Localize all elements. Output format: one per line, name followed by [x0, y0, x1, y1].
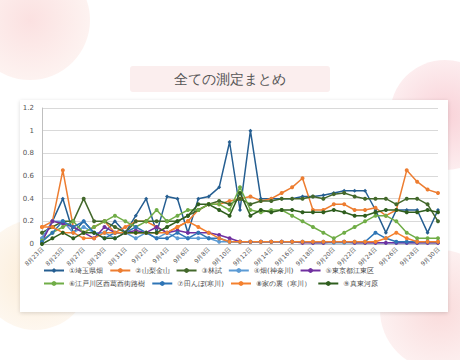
svg-text:⑨真東河原: ⑨真東河原	[343, 280, 377, 288]
svg-text:9月30日: 9月30日	[419, 246, 441, 268]
svg-text:⑦田んぼ(寒川): ⑦田んぼ(寒川)	[177, 280, 224, 288]
svg-text:⑤東京都江東区: ⑤東京都江東区	[326, 267, 374, 275]
svg-text:③林試: ③林試	[202, 267, 222, 275]
svg-text:8月31日: 8月31日	[106, 246, 128, 268]
svg-text:9月6日: 9月6日	[172, 246, 191, 265]
svg-text:①埼玉県畑: ①埼玉県畑	[69, 267, 103, 275]
svg-text:9月4日: 9月4日	[151, 246, 170, 265]
svg-text:9月14日: 9月14日	[252, 246, 274, 268]
svg-text:1.2: 1.2	[23, 104, 34, 112]
svg-text:9月16日: 9月16日	[273, 246, 295, 268]
svg-text:⑥江戸川区西葛西街路樹: ⑥江戸川区西葛西街路樹	[69, 280, 145, 288]
svg-text:9月12日: 9月12日	[231, 246, 253, 268]
svg-text:1: 1	[30, 127, 34, 135]
svg-text:0: 0	[30, 240, 34, 248]
svg-text:0.6: 0.6	[23, 172, 35, 180]
svg-text:9月10日: 9月10日	[211, 246, 233, 268]
svg-text:④畑(神奈川): ④畑(神奈川)	[254, 267, 294, 275]
svg-text:8月29日: 8月29日	[85, 246, 107, 268]
svg-text:8月23日: 8月23日	[23, 246, 45, 268]
svg-text:9月22日: 9月22日	[336, 246, 358, 268]
svg-text:9月20日: 9月20日	[315, 246, 337, 268]
svg-text:全ての測定まとめ: 全ての測定まとめ	[174, 71, 286, 87]
svg-text:0.8: 0.8	[23, 149, 34, 157]
svg-text:9月18日: 9月18日	[294, 246, 316, 268]
svg-text:0.2: 0.2	[23, 217, 34, 225]
svg-text:9月2日: 9月2日	[130, 246, 149, 265]
svg-text:⑧家の裏（寒川）: ⑧家の裏（寒川）	[256, 280, 311, 288]
svg-text:0.4: 0.4	[23, 195, 35, 203]
svg-text:8月27日: 8月27日	[65, 246, 87, 268]
svg-text:9月26日: 9月26日	[377, 246, 399, 268]
svg-text:9月28日: 9月28日	[398, 246, 420, 268]
svg-text:9月8日: 9月8日	[192, 246, 211, 265]
svg-text:8月25日: 8月25日	[44, 246, 66, 268]
svg-text:9月24日: 9月24日	[356, 246, 378, 268]
svg-text:②山梨金山: ②山梨金山	[135, 267, 169, 275]
